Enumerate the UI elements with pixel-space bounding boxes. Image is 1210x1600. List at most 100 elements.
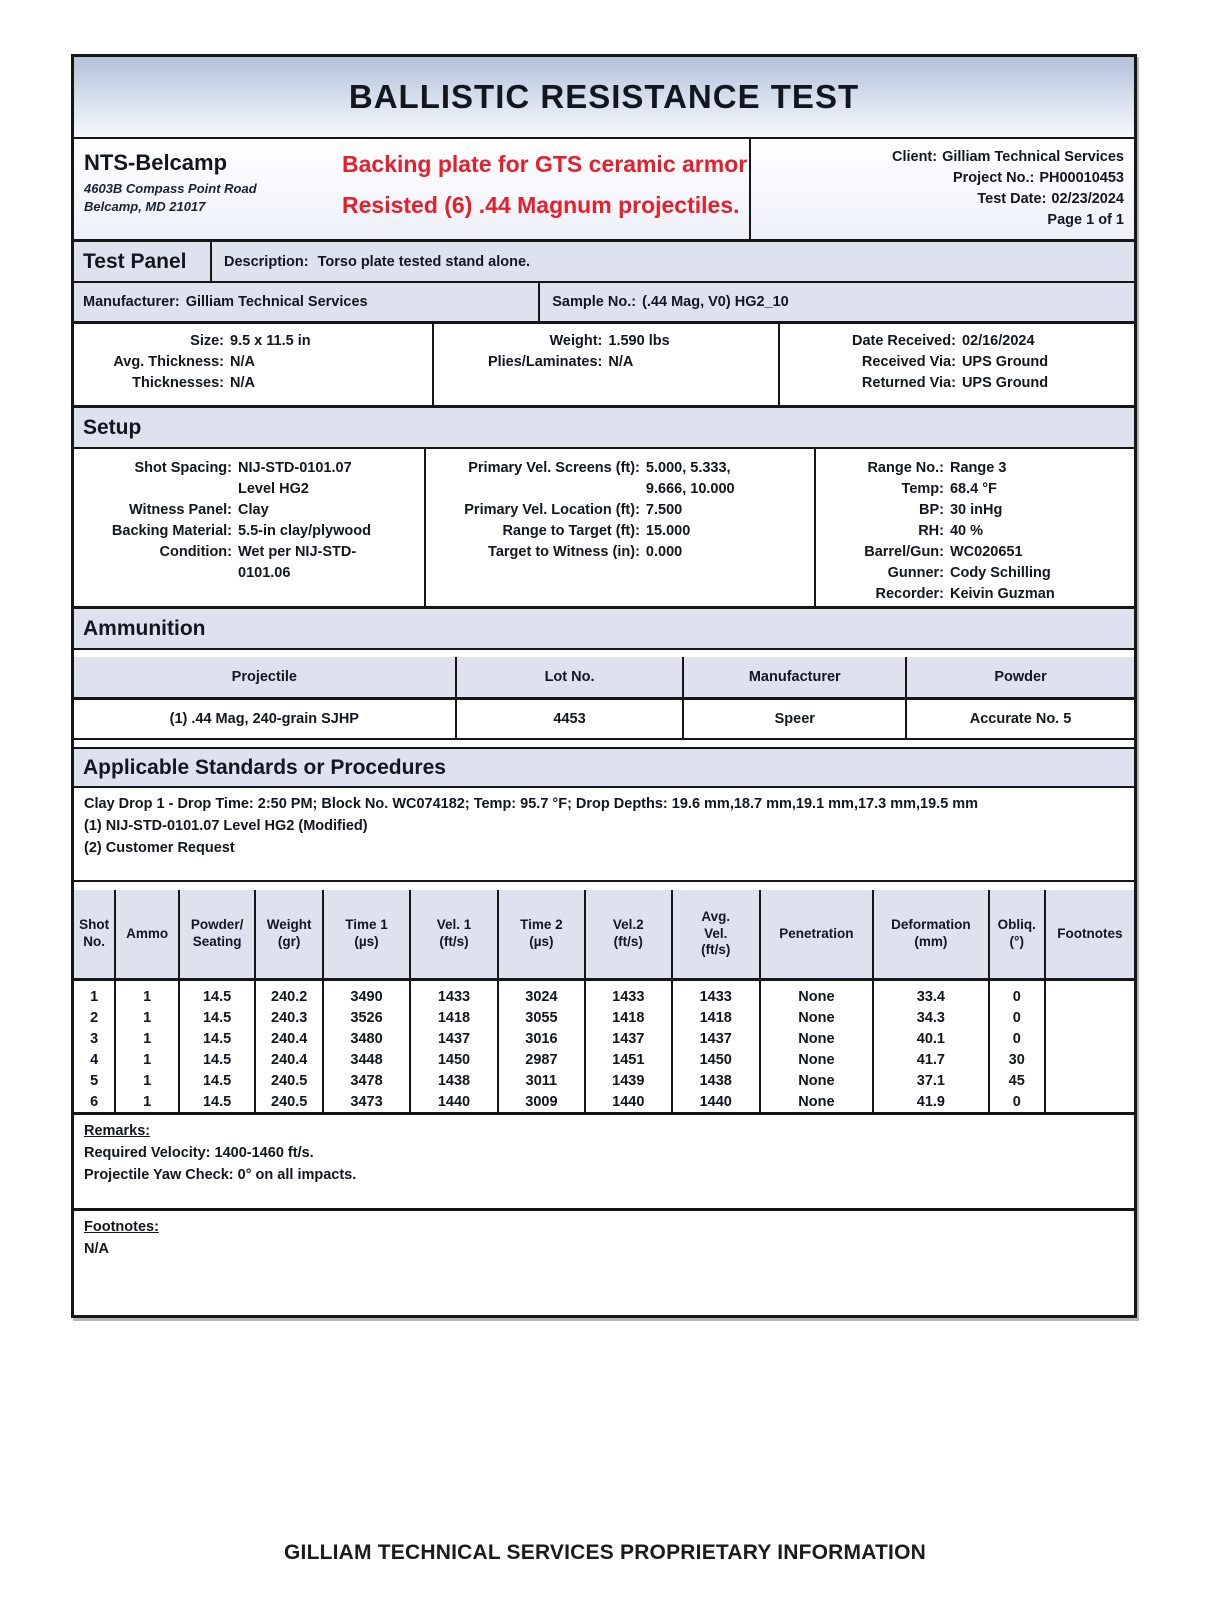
result-cell: 240.4: [255, 1049, 325, 1070]
col-time2: Time 2 (µs): [497, 890, 586, 981]
ammo-lot: 4453: [455, 698, 685, 740]
description-label: Description:: [224, 253, 309, 270]
setup-spacing-column: Shot Spacing: NIJ-STD-0101.07 Level HG2 Wi…: [74, 449, 426, 606]
col-penetration: Penetration: [759, 890, 875, 981]
result-cell: 1: [115, 1070, 180, 1091]
result-cell: 1: [115, 1049, 180, 1070]
field-row: Client: Gilliam Technical Services: [751, 147, 1124, 168]
spacer: [74, 650, 1134, 657]
panel-weight-column: Weight: 1.590 lbs Plies/Laminates: N/A: [434, 324, 780, 405]
ammo-data-row: (1) .44 Mag, 240-grain SJHP 4453 Speer A…: [74, 698, 1134, 740]
standards-line1: Clay Drop 1 - Drop Time: 2:50 PM; Block …: [84, 796, 979, 812]
manufacturer-value: Gilliam Technical Services: [185, 294, 368, 310]
field-row: Recorder: Keivin Guzman: [816, 584, 1134, 605]
ammo-table: Projectile Lot No. Manufacturer Powder (…: [74, 657, 1134, 740]
field-row: Project No.: PH00010453: [751, 168, 1124, 189]
field-row: Received Via: UPS Ground: [780, 352, 1134, 373]
result-cell: 3011: [497, 1070, 586, 1091]
result-cell: 1437: [584, 1028, 673, 1049]
field-value: 68.4 °F: [949, 481, 997, 498]
field-label: Received Via:: [861, 354, 956, 371]
col-vel2: Vel.2 (ft/s): [584, 890, 673, 981]
field-row: Range No.: Range 3: [816, 458, 1134, 479]
footnotes-line1: N/A: [84, 1240, 109, 1257]
field-label: Thicknesses:: [132, 375, 224, 392]
result-cell: 1440: [584, 1091, 673, 1114]
panel-received-column: Date Received: 02/16/2024 Received Via: UPS…: [780, 324, 1134, 405]
field-value: 9.5 x 11.5 in: [230, 333, 311, 349]
lab-address-line2: Belcamp, MD 21017: [84, 199, 206, 215]
result-cell: 1: [115, 1028, 180, 1049]
setup-details: Shot Spacing: NIJ-STD-0101.07 Level HG2 Wi…: [74, 449, 1134, 609]
field-row: Primary Vel. Location (ft): 7.500: [426, 500, 814, 521]
field-row: Size: 9.5 x 11.5 in: [74, 331, 432, 352]
result-cell: 14.5: [178, 1007, 257, 1028]
field-value: Clay: [238, 502, 269, 519]
field-value: Range 3: [949, 460, 1007, 476]
result-row: 6 1 14.5 240.5 3473 1440 3009 1440 1440 None 41.9 0: [74, 1091, 1134, 1114]
result-cell: 1418: [671, 1007, 761, 1028]
result-cell: 3055: [497, 1007, 586, 1028]
col-avg-vel: Avg. Vel. (ft/s): [671, 890, 761, 981]
result-cell: 40.1: [873, 1028, 990, 1049]
col-shot-no: Shot No.: [74, 890, 117, 981]
panel-details: Size: 9.5 x 11.5 in Avg. Thickness: N/A Thic…: [74, 324, 1134, 408]
field-row: Thicknesses: N/A: [74, 373, 432, 394]
field-row: Witness Panel: Clay: [74, 500, 424, 521]
result-cell: [1044, 1028, 1134, 1049]
field-row: Date Received: 02/16/2024: [780, 331, 1134, 352]
result-cell: [1044, 979, 1134, 1007]
result-cell: 14.5: [178, 1070, 257, 1091]
field-label: Client:: [891, 149, 938, 165]
result-cell: 1450: [409, 1049, 499, 1070]
remarks-heading: Remarks:: [84, 1123, 151, 1139]
result-cell: 3480: [323, 1028, 411, 1049]
result-cell: [1044, 1091, 1134, 1114]
result-cell: 0: [988, 1007, 1046, 1028]
field-row: Avg. Thickness: N/A: [74, 352, 432, 373]
result-cell: 3478: [323, 1070, 411, 1091]
section-ammunition: Ammunition: [74, 609, 1134, 650]
result-cell: 4: [74, 1049, 117, 1070]
field-label: Recorder:: [875, 586, 944, 603]
result-row: 3 1 14.5 240.4 3480 1437 3016 1437 1437 None 40.1 0: [74, 1028, 1134, 1049]
field-label: Returned Via:: [861, 375, 956, 392]
result-cell: None: [759, 1007, 875, 1028]
lab-block: NTS-Belcamp 4603B Compass Point Road Bel…: [74, 139, 749, 239]
manufacturer-field: Manufacturer: Gilliam Technical Services: [74, 283, 538, 321]
col-powder-seating: Powder/ Seating: [178, 890, 257, 981]
field-row: RH: 40 %: [816, 521, 1134, 542]
footnotes-section: Footnotes: N/A: [74, 1211, 1134, 1315]
field-row: Gunner: Cody Schilling: [816, 563, 1134, 584]
lab-name: NTS-Belcamp: [84, 150, 228, 175]
result-cell: 1437: [409, 1028, 499, 1049]
spacer: [74, 882, 1134, 890]
result-cell: 41.7: [873, 1049, 990, 1070]
result-cell: 30: [988, 1049, 1046, 1070]
col-vel1: Vel. 1 (ft/s): [409, 890, 499, 981]
sample-no-field: Sample No.: (.44 Mag, V0) HG2_10: [538, 283, 1134, 321]
footer-text: GILLIAM TECHNICAL SERVICES PROPRIETARY I…: [284, 1541, 926, 1564]
result-cell: 1433: [671, 979, 761, 1007]
report-title: BALLISTIC RESISTANCE TEST: [74, 57, 1134, 139]
field-value: Page 1 of 1: [1047, 212, 1124, 229]
col-deformation: Deformation (mm): [873, 890, 990, 981]
ammo-header-row: Projectile Lot No. Manufacturer Powder: [74, 657, 1134, 700]
field-row: Weight: 1.590 lbs: [434, 331, 778, 352]
field-value: N/A: [608, 354, 634, 371]
field-label: Condition:: [159, 544, 232, 561]
field-row: Page 1 of 1: [751, 210, 1124, 231]
col-obliq: Obliq. (°): [988, 890, 1046, 981]
field-value: 40 %: [949, 523, 984, 540]
result-cell: 3526: [323, 1007, 411, 1028]
field-label: Primary Vel. Location (ft):: [464, 502, 640, 519]
field-row: Primary Vel. Screens (ft): 5.000, 5.333, …: [426, 458, 814, 500]
result-cell: 1418: [584, 1007, 673, 1028]
field-value: N/A: [230, 354, 255, 371]
manufacturer-row: Manufacturer: Gilliam Technical Services…: [74, 283, 1134, 324]
field-value: PH00010453: [1039, 170, 1124, 187]
field-label: Gunner:: [887, 565, 944, 582]
col-footnotes: Footnotes: [1044, 890, 1134, 981]
field-label: Temp:: [901, 481, 944, 498]
result-cell: 1438: [671, 1070, 761, 1091]
